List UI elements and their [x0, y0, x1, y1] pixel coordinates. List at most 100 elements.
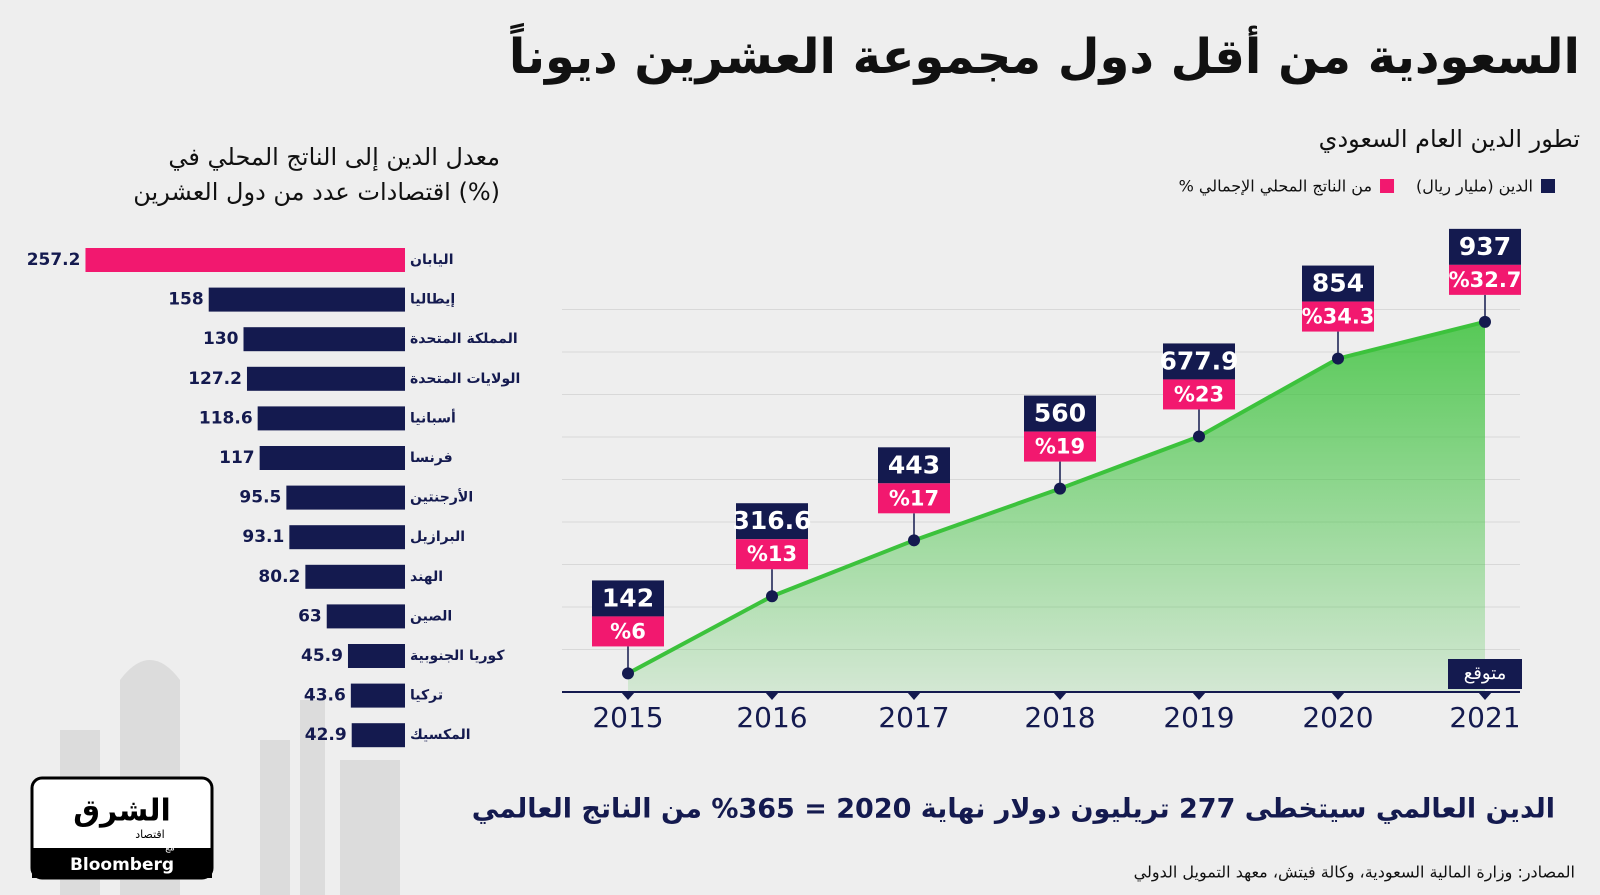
pct-box [1163, 379, 1235, 410]
pct-label: %19 [1035, 435, 1085, 459]
category-label: فرنسا [410, 450, 453, 466]
value-box [1449, 228, 1521, 265]
category-label: إيطاليا [410, 292, 455, 308]
x-tick [1331, 692, 1345, 700]
bar [246, 366, 405, 391]
area [628, 321, 1485, 692]
logo-partner: Bloomberg [70, 855, 174, 875]
x-tick [1478, 692, 1492, 700]
x-tick-label: 2019 [1163, 701, 1234, 734]
bar [259, 446, 405, 470]
pct-box [878, 483, 950, 514]
annotation: متوقع [1464, 663, 1507, 684]
category-label: تركيا [410, 688, 443, 704]
value-box [736, 503, 808, 540]
chart-title: معدل الدين إلى الناتج المحلي في [168, 143, 500, 172]
bar [208, 287, 405, 312]
source: المصادر: وزارة المالية السعودية، وكالة ف… [1134, 863, 1575, 883]
bar [286, 485, 405, 510]
chart-title: اقتصادات عدد من دول العشرين (%) [133, 178, 500, 206]
chart-title: تطور الدين العام السعودي [1319, 125, 1580, 153]
bar [326, 604, 405, 629]
x-tick [765, 692, 779, 700]
legend-label: الدين (مليار ريال) [1416, 177, 1533, 197]
value-label: 63 [298, 606, 322, 626]
pct-label: %23 [1174, 382, 1224, 406]
value-label: 937 [1459, 232, 1511, 261]
point [622, 667, 634, 680]
bar [350, 683, 405, 708]
logo-band [32, 848, 212, 878]
value-label: 117 [219, 448, 255, 468]
point [1479, 315, 1491, 328]
value-label: 43.6 [304, 686, 346, 706]
value-label: 118.6 [199, 408, 253, 428]
point [1332, 352, 1344, 365]
pct-box [592, 616, 664, 647]
bar [347, 644, 405, 668]
legend-label: % من الناتج المحلي الإجمالي [1179, 177, 1372, 197]
value-label: 130 [203, 329, 239, 349]
value-label: 80.2 [258, 567, 300, 587]
value-box [1163, 343, 1235, 380]
value-label: 560 [1034, 399, 1086, 428]
x-tick-label: 2020 [1302, 701, 1373, 734]
annotation-box [1448, 659, 1522, 689]
pct-box [736, 539, 808, 570]
value-label: 677.9 [1159, 346, 1238, 375]
x-tick-label: 2018 [1024, 701, 1095, 734]
pct-label: %34.3 [1302, 305, 1375, 329]
value-label: 45.9 [301, 646, 343, 666]
bar [351, 723, 405, 748]
value-box [1302, 265, 1374, 302]
page-title: السعودية من أقل دول مجموعة العشرين ديونا… [509, 22, 1580, 85]
pct-label: %6 [610, 619, 646, 643]
bar [243, 327, 405, 352]
category-label: الأرجنتين [410, 489, 473, 506]
logo-name: الشرق [73, 794, 171, 829]
point [908, 534, 920, 547]
value-label: 257.2 [27, 250, 81, 270]
value-box [878, 447, 950, 484]
value-label: 42.9 [305, 725, 347, 745]
logo: الشرق اقتصاد مع Bloomberg [30, 776, 214, 880]
category-label: المكسيك [410, 727, 471, 743]
point [766, 590, 778, 603]
point [1193, 430, 1205, 443]
legend-swatch [1380, 179, 1395, 193]
value-label: 854 [1312, 269, 1364, 298]
category-label: الصين [410, 608, 452, 624]
value-label: 142 [602, 583, 654, 612]
value-label: 127.2 [188, 369, 242, 389]
category-label: الهند [410, 569, 443, 585]
x-tick [621, 692, 635, 700]
logo-sub: اقتصاد [135, 828, 164, 841]
category-label: اليابان [410, 252, 454, 268]
category-label: الولايات المتحدة [410, 371, 520, 387]
point [1054, 482, 1066, 495]
x-tick-label: 2016 [736, 701, 807, 734]
category-label: كوريا الجنوبية [410, 648, 505, 664]
value-label: 158 [168, 290, 204, 310]
legend-swatch [1541, 179, 1555, 193]
category-label: البرازيل [410, 529, 465, 545]
value-box [592, 580, 664, 617]
x-tick [1053, 692, 1067, 700]
note: الدين العالمي سيتخطى 277 تريليون دولار ن… [472, 794, 1555, 825]
x-tick-label: 2017 [878, 701, 949, 734]
logo-with: مع [165, 844, 175, 854]
pct-box [1302, 301, 1374, 332]
x-tick [1192, 692, 1206, 700]
pct-label: %32.7 [1449, 268, 1522, 292]
pct-box [1024, 431, 1096, 462]
pct-box [1449, 264, 1521, 295]
bar [85, 248, 406, 272]
x-tick-label: 2015 [592, 701, 663, 734]
bar [305, 564, 405, 589]
bar [257, 406, 405, 431]
value-label: 93.1 [242, 527, 284, 547]
value-label: 443 [888, 450, 940, 479]
x-tick [907, 692, 921, 700]
value-label: 316.6 [732, 506, 811, 535]
